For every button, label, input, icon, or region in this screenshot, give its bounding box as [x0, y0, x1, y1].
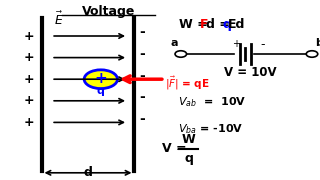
Text: W: W: [182, 133, 196, 146]
Text: -: -: [140, 112, 145, 126]
Text: +: +: [232, 39, 240, 49]
Text: d: d: [84, 166, 92, 179]
Text: -: -: [140, 90, 145, 104]
Text: $V_{ba}$ = -10V: $V_{ba}$ = -10V: [178, 123, 243, 136]
Text: $\vec{E}$: $\vec{E}$: [54, 10, 64, 28]
Circle shape: [84, 70, 117, 89]
Text: q: q: [184, 152, 193, 165]
Text: $|\vec{F}|$ = qE: $|\vec{F}|$ = qE: [165, 75, 210, 93]
Text: d =: d =: [206, 18, 235, 31]
Text: Voltage: Voltage: [82, 5, 135, 18]
Text: +: +: [23, 30, 34, 42]
Text: -: -: [260, 38, 265, 51]
Text: q: q: [222, 18, 231, 31]
Text: -: -: [140, 47, 145, 61]
Text: W =: W =: [179, 18, 212, 31]
Text: V = 10V: V = 10V: [224, 66, 276, 79]
Text: +: +: [23, 116, 34, 129]
Text: -: -: [140, 69, 145, 83]
Text: -: -: [140, 25, 145, 39]
Text: +: +: [23, 73, 34, 86]
Text: Ed: Ed: [228, 18, 245, 31]
Text: a: a: [170, 38, 178, 48]
Text: b: b: [315, 38, 320, 48]
Text: +: +: [23, 94, 34, 107]
Text: $V_{ab}$  =  10V: $V_{ab}$ = 10V: [178, 96, 246, 109]
Text: +: +: [94, 71, 107, 86]
Text: V =: V =: [162, 142, 191, 155]
Text: +: +: [23, 51, 34, 64]
Text: F: F: [200, 18, 209, 31]
Text: q: q: [97, 86, 105, 96]
